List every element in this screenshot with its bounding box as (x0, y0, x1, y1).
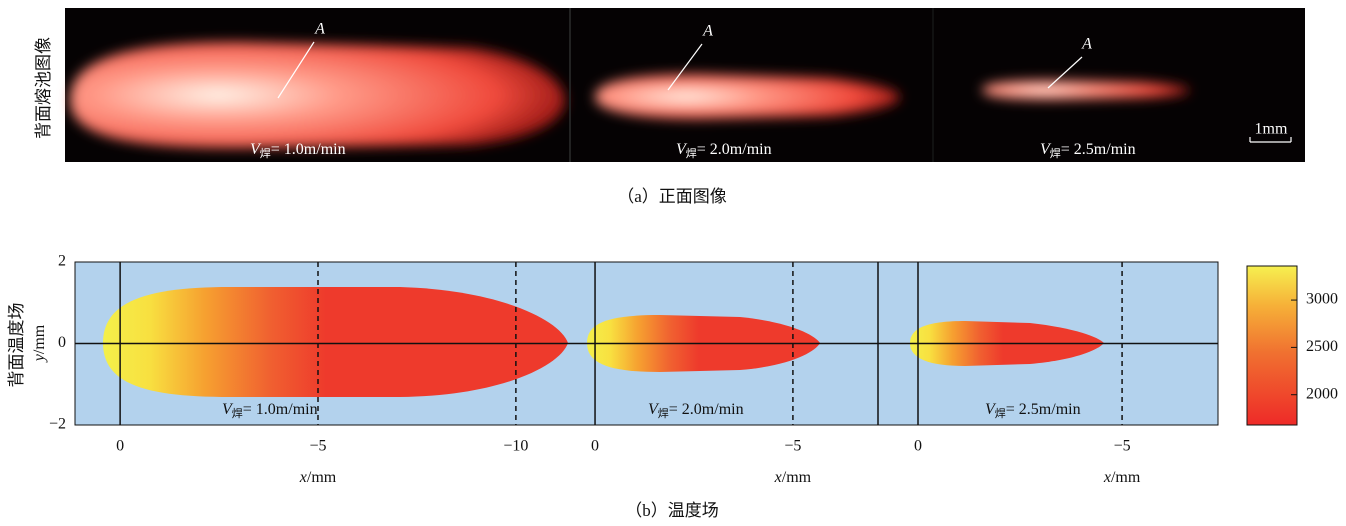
marker-label: A (314, 21, 325, 38)
colorbar-tick-label: 2500 (1306, 338, 1338, 355)
axis-symbol: x (1103, 469, 1111, 486)
x-tick-label: 0 (914, 438, 922, 455)
speed-text: = 2.5m/min (1061, 141, 1136, 158)
speed-text: = 2.5m/min (1006, 401, 1081, 418)
speed-text: = 2.0m/min (669, 401, 744, 418)
speed-subscript: 焊 (686, 146, 697, 160)
panel-a-y-label: 背面熔池图像 (34, 37, 53, 139)
colorbar-tick-label: 2000 (1306, 385, 1338, 402)
x-axis-label: x/mm (1103, 469, 1141, 486)
colorbar (1247, 266, 1297, 425)
x-axis-label: x/mm (774, 469, 812, 486)
speed-text: = 1.0m/min (271, 141, 346, 158)
speed-subscript: 焊 (995, 406, 1006, 420)
panel-a: 背面熔池图像 A A A 1mm （a）正面图像 (34, 8, 1305, 206)
marker-label: A (702, 23, 713, 40)
speed-text: = 2.0m/min (697, 141, 772, 158)
y-axis-label: y/mm (31, 324, 48, 363)
x-axis-label: x/mm (299, 469, 337, 486)
colorbar-tick-label: 3000 (1306, 291, 1338, 308)
axis-unit: /mm (782, 469, 812, 486)
x-tick-label: 0 (116, 438, 124, 455)
speed-text: = 1.0m/min (243, 401, 318, 418)
x-tick-label: 0 (591, 438, 599, 455)
axis-symbol: x (774, 469, 782, 486)
panel-b-y-label: 背面温度场 (7, 303, 26, 388)
x-tick-label: −10 (503, 438, 528, 455)
caption: （a）正面图像 (617, 187, 727, 206)
speed-subscript: 焊 (658, 406, 669, 420)
x-tick-label: −5 (1114, 438, 1131, 455)
y-tick-label: −2 (49, 416, 66, 433)
temperature-field (103, 287, 568, 397)
axis-unit: /mm (307, 469, 337, 486)
marker-label: A (1081, 36, 1092, 53)
speed-subscript: 焊 (260, 146, 271, 160)
figure: 背面熔池图像 A A A 1mm （a）正面图像 背面温度场 y/mm （b）温… (0, 0, 1346, 526)
axis-unit: /mm (31, 324, 48, 354)
speed-subscript: 焊 (232, 406, 243, 420)
scale-bar-label: 1mm (1255, 121, 1288, 138)
axis-unit: /mm (1111, 469, 1141, 486)
caption: （b）温度场 (625, 501, 719, 520)
y-tick-label: 2 (58, 253, 66, 270)
x-tick-label: −5 (784, 438, 801, 455)
y-tick-label: 0 (58, 334, 66, 351)
speed-subscript: 焊 (1050, 146, 1061, 160)
axis-symbol: x (299, 469, 307, 486)
x-tick-label: −5 (309, 438, 326, 455)
